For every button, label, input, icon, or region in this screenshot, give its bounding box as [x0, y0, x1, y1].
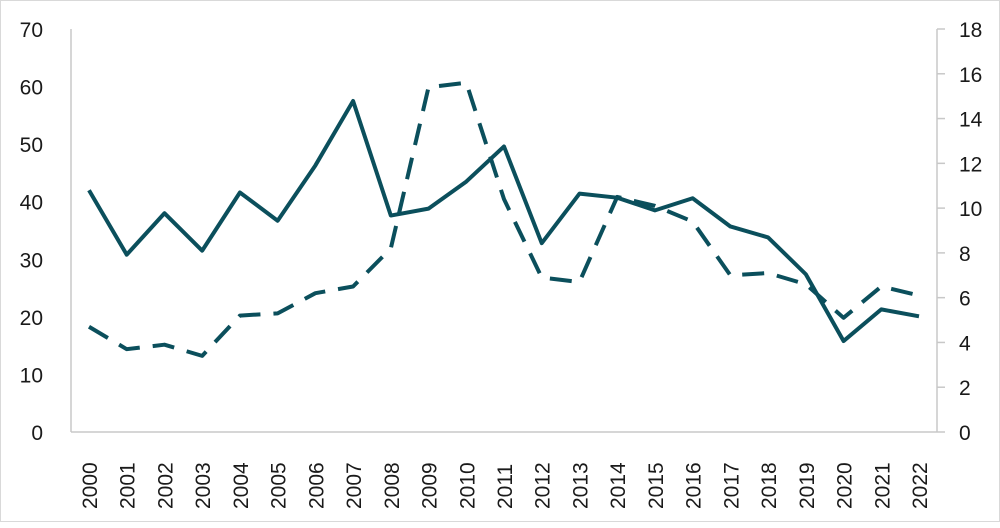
right-tick-label: 6 — [959, 288, 971, 311]
left-tick-label: 70 — [20, 19, 43, 42]
left-tick-label: 60 — [20, 77, 43, 100]
left-tick-label: 20 — [20, 307, 43, 330]
left-tick-label: 40 — [20, 192, 43, 215]
right-tick-label: 16 — [959, 64, 982, 87]
x-tick-label: 2005 — [268, 462, 291, 509]
x-tick-label: 2008 — [381, 462, 404, 509]
x-tick-label: 2002 — [154, 462, 177, 509]
solid-series-line — [87, 98, 920, 344]
right-tick-label: 18 — [959, 19, 982, 42]
x-tick-label: 2015 — [645, 462, 668, 509]
left-tick-label: 30 — [20, 249, 43, 272]
right-tick-label: 12 — [959, 153, 982, 176]
x-tick-label: 2019 — [796, 462, 819, 509]
x-tick-label: 2020 — [834, 462, 857, 509]
x-tick-label: 2011 — [494, 464, 517, 509]
right-tick-label: 10 — [959, 198, 982, 221]
left-tick-label: 10 — [20, 364, 43, 387]
x-tick-label: 2009 — [419, 462, 442, 509]
right-tick-label: 2 — [959, 377, 971, 400]
right-tick-label: 0 — [959, 422, 971, 445]
x-tick-label: 2004 — [230, 462, 253, 509]
x-tick-label: 2000 — [79, 462, 102, 509]
x-tick-label: 2021 — [871, 462, 894, 509]
x-tick-label: 2003 — [192, 462, 215, 509]
right-tick-label: 4 — [959, 332, 971, 355]
x-tick-label: 2006 — [305, 462, 328, 509]
x-tick-label: 2007 — [343, 462, 366, 509]
x-tick-label: 2001 — [117, 462, 140, 509]
left-tick-label: 0 — [31, 422, 43, 445]
x-tick-label: 2010 — [456, 462, 479, 509]
right-tick-label: 8 — [959, 243, 971, 266]
x-tick-label: 2018 — [758, 462, 781, 509]
x-tick-label: 2014 — [607, 462, 630, 509]
x-tick-label: 2013 — [569, 462, 592, 509]
right-tick-label: 14 — [959, 109, 983, 132]
left-tick-label: 50 — [20, 134, 43, 157]
x-tick-label: 2012 — [532, 462, 555, 509]
x-tick-label: 2017 — [720, 462, 743, 509]
x-tick-label: 2022 — [909, 462, 932, 509]
x-tick-label: 2016 — [683, 462, 706, 509]
dashed-series-line — [87, 80, 920, 358]
